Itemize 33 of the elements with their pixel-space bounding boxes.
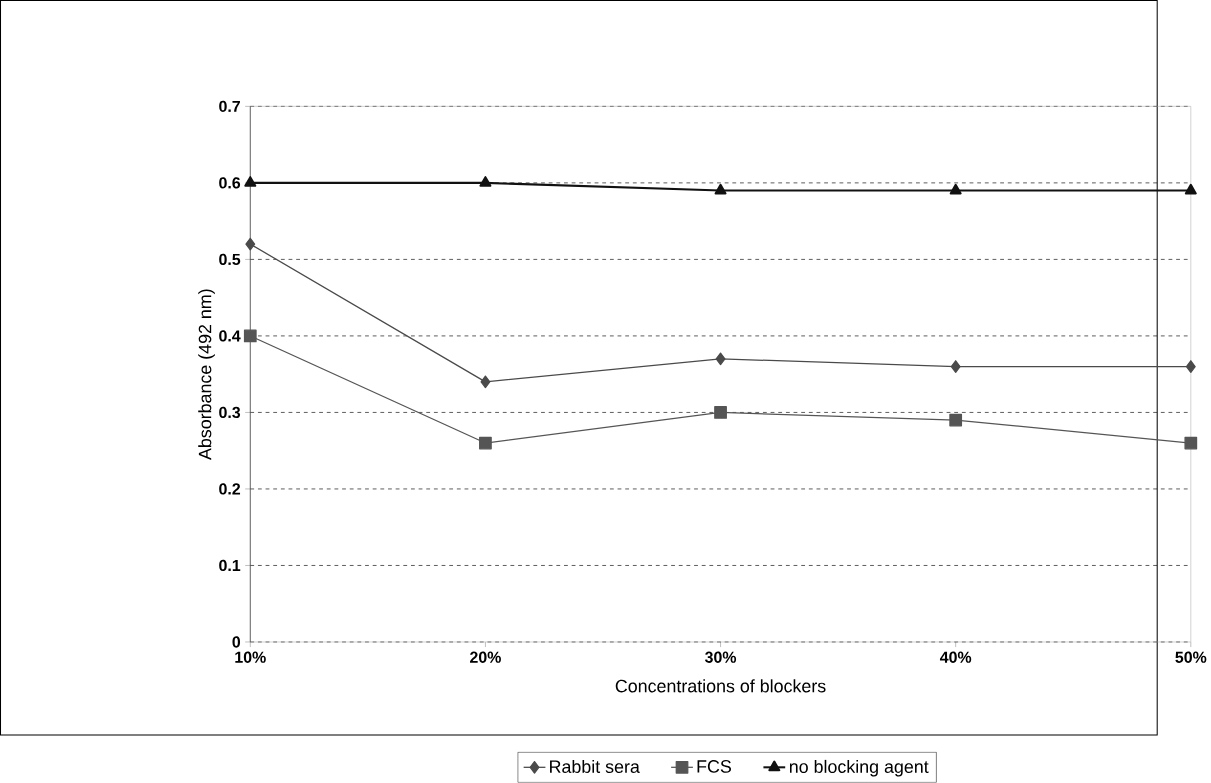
- y-tick-label: 0.7: [219, 100, 240, 113]
- x-axis-title: Concentrations of blockers: [615, 679, 826, 693]
- point: [714, 183, 727, 195]
- x-tick-label: 40%: [939, 651, 972, 664]
- point: [950, 360, 961, 374]
- point: [479, 176, 492, 187]
- x-tick-label: 20%: [470, 651, 501, 664]
- point: [1185, 360, 1196, 374]
- y-tick-label: 0.3: [219, 406, 241, 419]
- legend-label: no blocking agent: [789, 760, 929, 777]
- point: [715, 352, 726, 366]
- y-tick-label: 0.2: [219, 483, 241, 495]
- point: [243, 329, 257, 343]
- y-tick-label: 0: [232, 636, 241, 648]
- y-tick-label: 0.4: [219, 330, 241, 342]
- point: [949, 413, 963, 427]
- legend-label: FCS: [697, 760, 731, 773]
- x-tick-label: 50%: [1175, 651, 1207, 664]
- point: [480, 375, 491, 389]
- x-tick-label: 10%: [235, 651, 266, 664]
- point: [1184, 183, 1197, 195]
- y-tick-label: 0.6: [219, 177, 241, 189]
- y-tick-label: 0.1: [219, 560, 241, 572]
- point: [479, 436, 492, 450]
- point: [949, 183, 962, 195]
- point: [244, 176, 257, 187]
- y-tick-label: 0.5: [219, 253, 241, 266]
- y-axis-title: Absorbance (492 nm): [198, 289, 215, 461]
- point: [1184, 436, 1198, 450]
- x-tick-label: 30%: [704, 651, 737, 664]
- legend-label: Rabbit sera: [550, 760, 640, 774]
- point: [245, 237, 256, 251]
- point: [714, 406, 727, 419]
